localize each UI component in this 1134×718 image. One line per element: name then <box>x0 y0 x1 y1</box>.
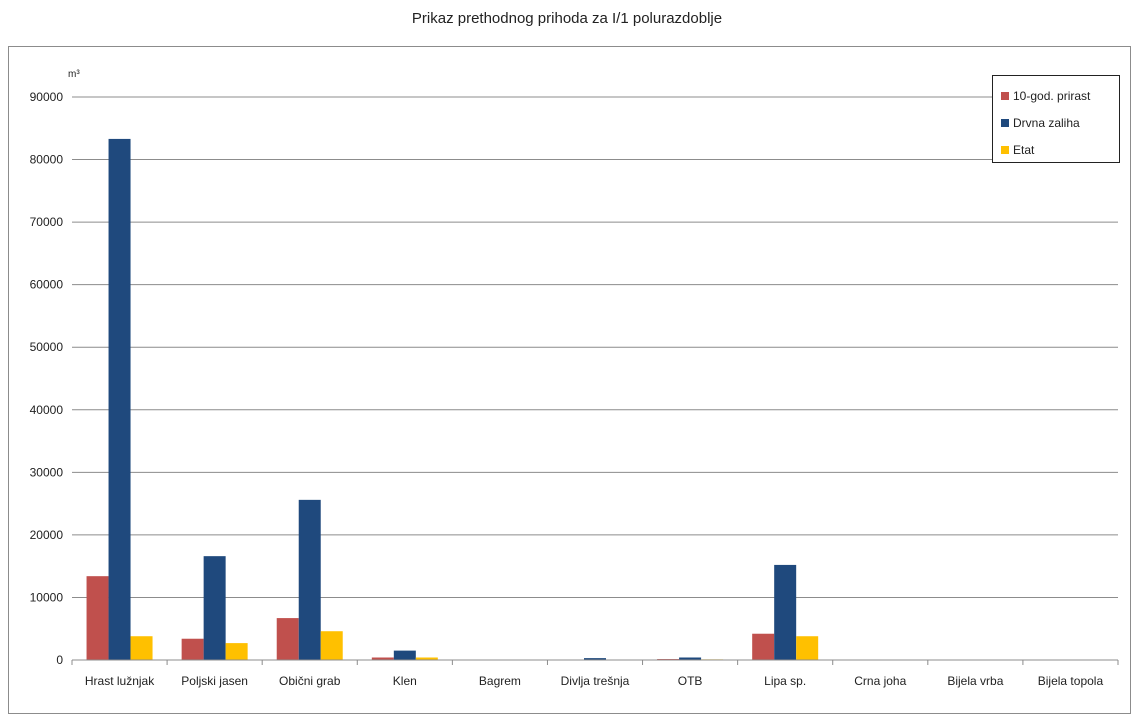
bar <box>679 657 702 660</box>
x-category-label: Poljski jasen <box>181 674 248 688</box>
y-tick-label: 30000 <box>30 465 64 479</box>
bar <box>584 658 606 660</box>
bar <box>276 618 299 660</box>
bars <box>86 138 819 661</box>
y-tick-label: 20000 <box>30 528 64 542</box>
bar <box>298 499 321 660</box>
legend-item-zaliha: Drvna zaliha <box>1001 109 1119 136</box>
y-tick-label: 80000 <box>30 153 64 167</box>
bar <box>371 657 394 660</box>
x-category-label: Bijela topola <box>1038 674 1104 688</box>
legend-label-etat: Etat <box>1013 142 1035 157</box>
y-tick-label: 90000 <box>30 90 64 104</box>
legend-swatch-prirast <box>1001 91 1009 100</box>
bar <box>320 631 343 660</box>
chart-title: Prikaz prethodnog prihoda za I/1 poluraz… <box>411 10 723 27</box>
legend-swatch-etat <box>1001 145 1009 154</box>
x-category-label: Obični grab <box>279 674 341 688</box>
bar <box>86 576 109 660</box>
legend-item-etat: Etat <box>1001 136 1119 163</box>
x-category-label: Hrast lužnjak <box>85 674 155 688</box>
x-category-label: OTB <box>678 674 703 688</box>
legend: 10-god. prirast Drvna zaliha Etat <box>992 75 1120 163</box>
x-category-label: Divlja trešnja <box>561 674 630 688</box>
legend-swatch-zaliha <box>1001 118 1009 127</box>
y-tick-label: 70000 <box>30 215 64 229</box>
legend-label-zaliha: Drvna zaliha <box>1013 115 1080 130</box>
bar <box>774 564 797 660</box>
gridlines <box>72 96 1118 598</box>
y-tick-label: 40000 <box>30 403 64 417</box>
y-tick-label: 60000 <box>30 278 64 292</box>
x-category-label: Klen <box>393 674 417 688</box>
x-axis <box>71 659 1119 665</box>
y-tick-label: 10000 <box>30 590 64 604</box>
bar <box>108 138 131 660</box>
legend-item-prirast: 10-god. prirast <box>1001 82 1119 109</box>
bar <box>225 643 248 660</box>
x-category-label: Crna joha <box>854 674 906 688</box>
bar <box>181 638 204 660</box>
plot-frame <box>8 46 1131 714</box>
x-category-label: Bijela vrba <box>947 674 1003 688</box>
y-axis-ticks: 0 10000 20000 30000 40000 50000 60000 70000 8000… <box>30 90 64 667</box>
bar <box>130 636 153 660</box>
bar <box>415 657 438 660</box>
x-category-label: Lipa sp. <box>764 674 806 688</box>
x-category-label: Bagrem <box>479 674 521 688</box>
y-axis-unit-label: m³ <box>68 69 80 80</box>
y-tick-label: 0 <box>56 653 63 667</box>
x-axis-categories: Hrast lužnjak Poljski jasen Obični grab Kle… <box>85 674 1104 688</box>
legend-label-prirast: 10-god. prirast <box>1013 88 1091 103</box>
y-tick-label: 50000 <box>30 340 64 354</box>
bar <box>796 636 819 660</box>
bar <box>752 633 775 660</box>
bar <box>393 650 416 660</box>
bar <box>203 556 226 660</box>
